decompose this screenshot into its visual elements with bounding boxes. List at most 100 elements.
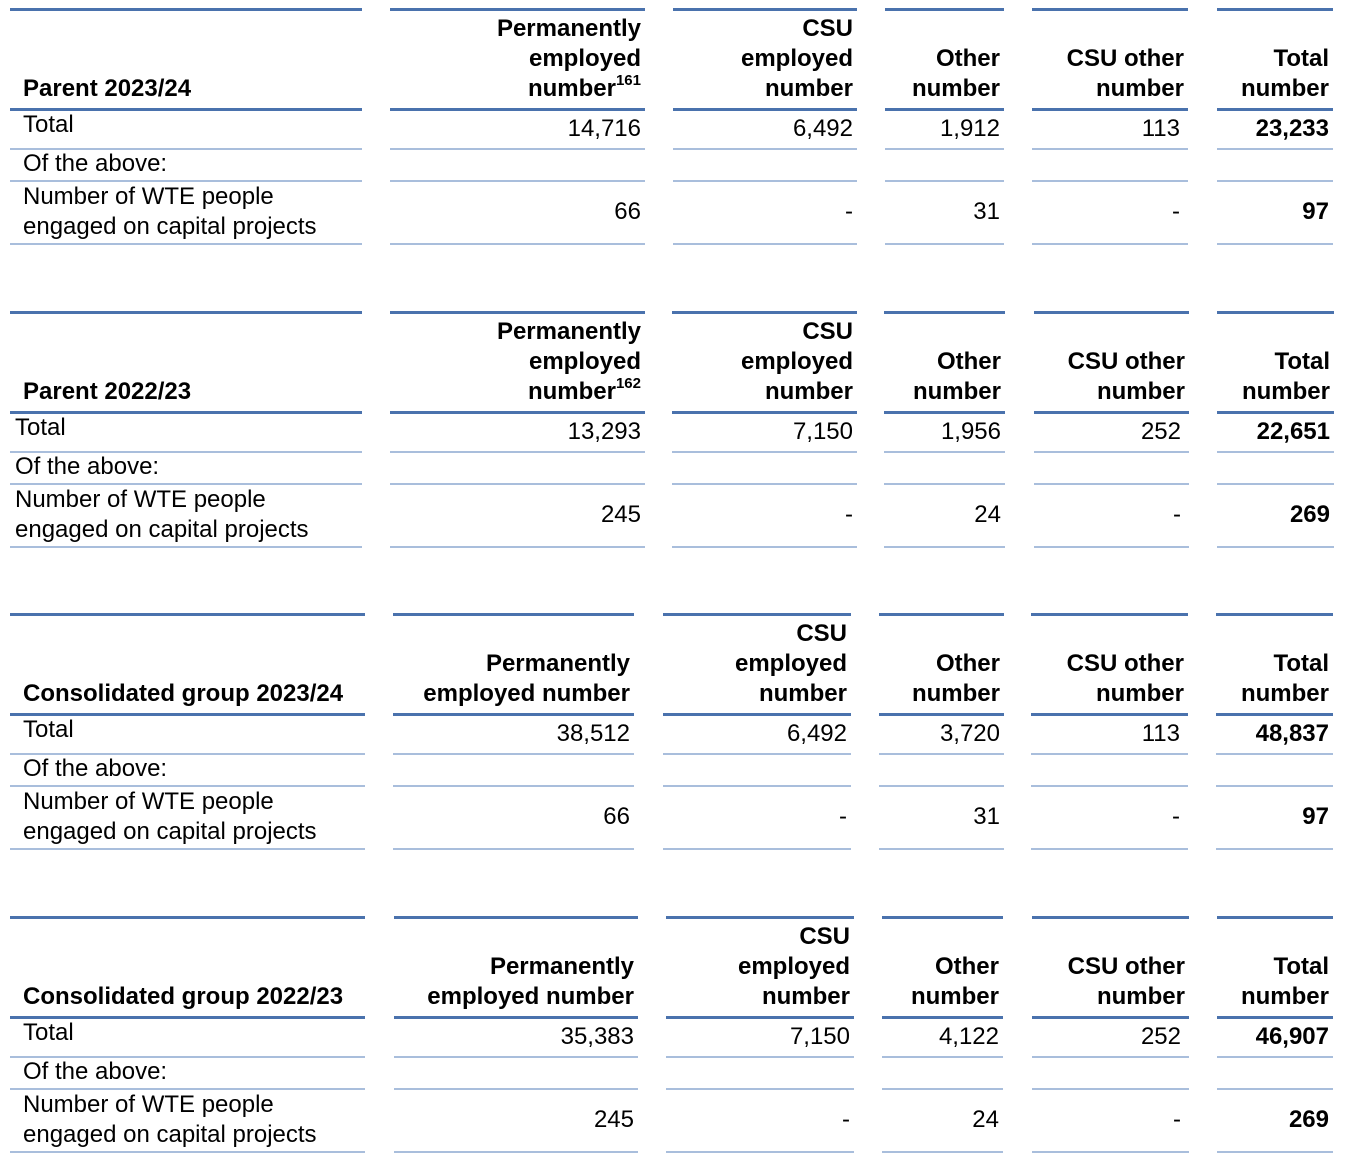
column-header-line: Permanently bbox=[496, 15, 641, 42]
cell-permanently-employed: 14,716 bbox=[567, 115, 641, 142]
column-header-text: Total number bbox=[1242, 347, 1330, 407]
header-bottom-rule bbox=[672, 411, 857, 414]
column-header-line: number bbox=[758, 680, 847, 707]
cell-other: 4,122 bbox=[938, 1023, 999, 1050]
data-table: Consolidated group 2022/23 Permanently emp… bbox=[0, 916, 1354, 1156]
row-rule bbox=[394, 1056, 638, 1058]
header-bottom-rule bbox=[1217, 108, 1333, 111]
column-header-line: number bbox=[764, 75, 853, 102]
row-rule bbox=[1216, 848, 1333, 850]
row-label-total: Total bbox=[23, 1019, 74, 1046]
column-header-text: Other number bbox=[911, 952, 999, 1012]
table-top-rule bbox=[1032, 8, 1188, 11]
column-header-line: number bbox=[1241, 378, 1330, 405]
header-bottom-rule bbox=[879, 713, 1004, 716]
header-bottom-rule bbox=[1216, 713, 1333, 716]
table-top-rule bbox=[10, 613, 365, 616]
header-bottom-rule bbox=[1032, 1016, 1189, 1019]
cell-csu-employed: 6,492 bbox=[792, 115, 853, 142]
column-header-text: Permanently employed number bbox=[423, 649, 630, 709]
row-rule bbox=[10, 451, 362, 453]
cell-other: 31 bbox=[973, 197, 1000, 225]
cell-csu-employed: - bbox=[839, 802, 847, 830]
row-label-of-the-above: Of the above: bbox=[23, 150, 168, 177]
header-bottom-rule bbox=[1034, 411, 1189, 414]
column-header-line: number bbox=[1240, 680, 1329, 707]
cell-other: 24 bbox=[972, 1105, 999, 1133]
cell-total bbox=[1217, 148, 1329, 180]
header-bottom-rule bbox=[1031, 713, 1188, 716]
column-header-permanently-employed: Permanently employed number bbox=[394, 918, 634, 1012]
row-rule bbox=[666, 1056, 854, 1058]
column-header-other: Other number bbox=[879, 615, 1000, 709]
row-rule bbox=[1031, 785, 1188, 787]
row-rule bbox=[1216, 785, 1333, 787]
data-table: Parent 2023/24 Permanently employed number1… bbox=[0, 8, 1354, 248]
column-header-text: CSU other number bbox=[1067, 44, 1184, 104]
column-header-csu-employed: CSU employed number bbox=[672, 313, 853, 407]
table-title-text: Parent 2023/24 bbox=[23, 75, 192, 102]
row-rule bbox=[1217, 451, 1334, 453]
table-title: Consolidated group 2022/23 bbox=[23, 920, 365, 1012]
header-bottom-rule bbox=[666, 1016, 854, 1019]
column-header-line: number bbox=[1095, 680, 1184, 707]
row-label-total: Total bbox=[23, 111, 74, 138]
column-header-line: Other bbox=[936, 348, 1001, 375]
row-rule bbox=[390, 483, 645, 485]
cell-csu-other: 252 bbox=[1140, 418, 1181, 445]
header-bottom-rule bbox=[394, 1016, 638, 1019]
header-bottom-rule bbox=[1217, 1016, 1333, 1019]
column-header-line: Total bbox=[1273, 953, 1329, 980]
cell-csu-employed: - bbox=[845, 197, 853, 225]
cell-csu-other: 113 bbox=[1141, 115, 1180, 142]
row-rule bbox=[390, 148, 645, 150]
cell-csu-employed: - bbox=[842, 1105, 850, 1133]
row-label-of-the-above: Of the above: bbox=[23, 1058, 168, 1085]
cell-permanently-employed: 13,293 bbox=[567, 418, 641, 445]
row-rule bbox=[1216, 753, 1333, 755]
cell-total: 22,651 bbox=[1256, 418, 1330, 445]
row-rule bbox=[882, 1151, 1003, 1153]
column-header-csu-other: CSU other number bbox=[1032, 918, 1185, 1012]
column-header-text: Total number bbox=[1241, 44, 1329, 104]
cell-csu-other bbox=[1031, 753, 1180, 785]
table-title: Parent 2023/24 bbox=[23, 12, 362, 104]
column-header-line: number bbox=[1240, 983, 1329, 1010]
row-label-wte-capital: Number of WTE people engaged on capital … bbox=[23, 182, 317, 240]
column-header-line: employed number bbox=[423, 680, 630, 707]
cell-other bbox=[882, 1056, 999, 1088]
column-header-total: Total number bbox=[1217, 918, 1329, 1012]
row-rule bbox=[672, 483, 857, 485]
column-header-csu-other: CSU other number bbox=[1031, 615, 1184, 709]
column-header-line: number bbox=[1240, 75, 1329, 102]
column-header-permanently-employed: Permanently employed number bbox=[393, 615, 630, 709]
cell-total: 23,233 bbox=[1255, 115, 1329, 142]
table-top-rule bbox=[394, 916, 638, 919]
column-header-other: Other number bbox=[884, 313, 1001, 407]
cell-csu-employed: 6,492 bbox=[786, 720, 847, 747]
column-header-line: Total bbox=[1273, 650, 1329, 677]
cell-permanently-employed bbox=[390, 148, 641, 180]
cell-permanently-employed: 245 bbox=[593, 1105, 634, 1133]
row-rule bbox=[666, 1151, 854, 1153]
cell-other bbox=[885, 148, 1000, 180]
row-rule bbox=[10, 180, 362, 182]
cell-csu-employed bbox=[672, 451, 853, 483]
table-top-rule bbox=[10, 8, 362, 11]
cell-permanently-employed bbox=[390, 451, 641, 483]
row-rule bbox=[882, 1088, 1003, 1090]
cell-csu-other: 252 bbox=[1140, 1023, 1181, 1050]
column-header-line: CSU other bbox=[1066, 45, 1184, 72]
column-header-csu-other: CSU other number bbox=[1032, 10, 1184, 104]
row-rule bbox=[672, 546, 857, 548]
column-header-line: CSU bbox=[796, 620, 847, 647]
row-rule bbox=[1031, 753, 1188, 755]
row-rule bbox=[879, 753, 1004, 755]
column-header-line: Total bbox=[1273, 45, 1329, 72]
cell-csu-other: - bbox=[1173, 500, 1181, 528]
cell-other bbox=[884, 451, 1001, 483]
header-bottom-rule bbox=[882, 1016, 1003, 1019]
row-rule bbox=[673, 180, 857, 182]
row-label-total: Total bbox=[15, 414, 66, 441]
cell-permanently-employed: 38,512 bbox=[556, 720, 630, 747]
